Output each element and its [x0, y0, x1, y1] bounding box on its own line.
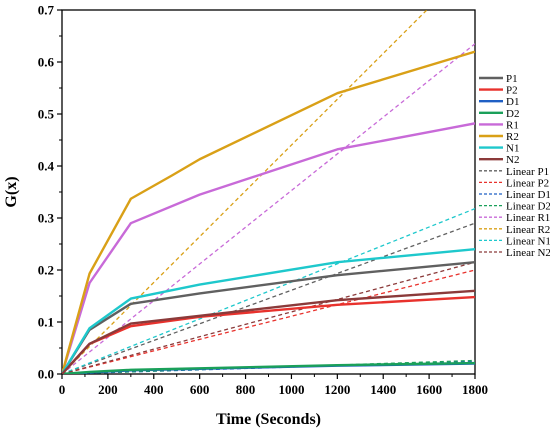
legend-label-linear-d2: Linear D2 [506, 201, 550, 213]
y-tick-label: 0.3 [38, 211, 55, 226]
legend-label-linear-r2: Linear R2 [506, 224, 550, 236]
y-tick-label: 0.2 [38, 263, 54, 278]
legend-label-n2: N2 [506, 154, 519, 166]
y-tick-label: 0.0 [38, 367, 54, 382]
legend-label-r1: R1 [506, 119, 519, 131]
legend-label-n1: N1 [506, 143, 519, 155]
x-tick-label: 1400 [370, 382, 396, 397]
series-line-linear-n2 [62, 261, 475, 374]
legend-label-linear-d1: Linear D1 [506, 189, 550, 201]
series-layer [62, 10, 475, 374]
series-line-d2 [62, 361, 475, 374]
legend-label-linear-r1: Linear R1 [506, 212, 550, 224]
legend-label-linear-p2: Linear P2 [506, 177, 549, 189]
x-tick-label: 400 [144, 382, 164, 397]
series-line-r1 [62, 122, 475, 374]
plot-area [61, 9, 476, 375]
legend-label-p2: P2 [506, 85, 518, 97]
series-line-linear-r2 [62, 10, 428, 374]
series-line-r2 [62, 50, 475, 374]
y-tick-label: 0.5 [38, 107, 55, 122]
x-tick-label: 0 [59, 382, 66, 397]
x-tick-label: 1800 [462, 382, 488, 397]
x-tick-label: 1200 [324, 382, 350, 397]
x-tick-label: 1600 [416, 382, 442, 397]
legend-label-linear-n1: Linear N1 [506, 235, 550, 247]
x-axis-label: Time (Seconds) [216, 411, 321, 428]
x-axis: 0 200 400 600 800 1000 1200 1400 1600 1800 [59, 374, 488, 397]
y-axis-label: G(x) [3, 176, 20, 207]
x-tick-label: 1000 [278, 382, 304, 397]
y-tick-label: 0.4 [38, 159, 55, 174]
plot-frame [61, 9, 476, 375]
series-line-linear-p1 [62, 222, 475, 374]
x-tick-label: 200 [98, 382, 118, 397]
series-line-linear-p2 [62, 269, 475, 374]
legend-label-d1: D1 [506, 96, 519, 108]
y-tick-label: 0.6 [38, 55, 55, 70]
legend-label-p1: P1 [506, 73, 518, 85]
series-line-n2 [62, 289, 475, 374]
x-tick-label: 800 [236, 382, 256, 397]
y-tick-label: 0.7 [38, 3, 55, 18]
legend-label-r2: R2 [506, 131, 519, 143]
legend-label-linear-n2: Linear N2 [506, 247, 550, 259]
y-axis: 0.0 0.1 0.2 0.3 0.4 0.5 0.6 0.7 [38, 3, 62, 382]
legend-label-linear-p1: Linear P1 [506, 166, 549, 178]
y-tick-label: 0.1 [38, 315, 54, 330]
legend-label-d2: D2 [506, 108, 519, 120]
x-tick-label: 600 [190, 382, 210, 397]
series-line-n1 [62, 248, 475, 374]
